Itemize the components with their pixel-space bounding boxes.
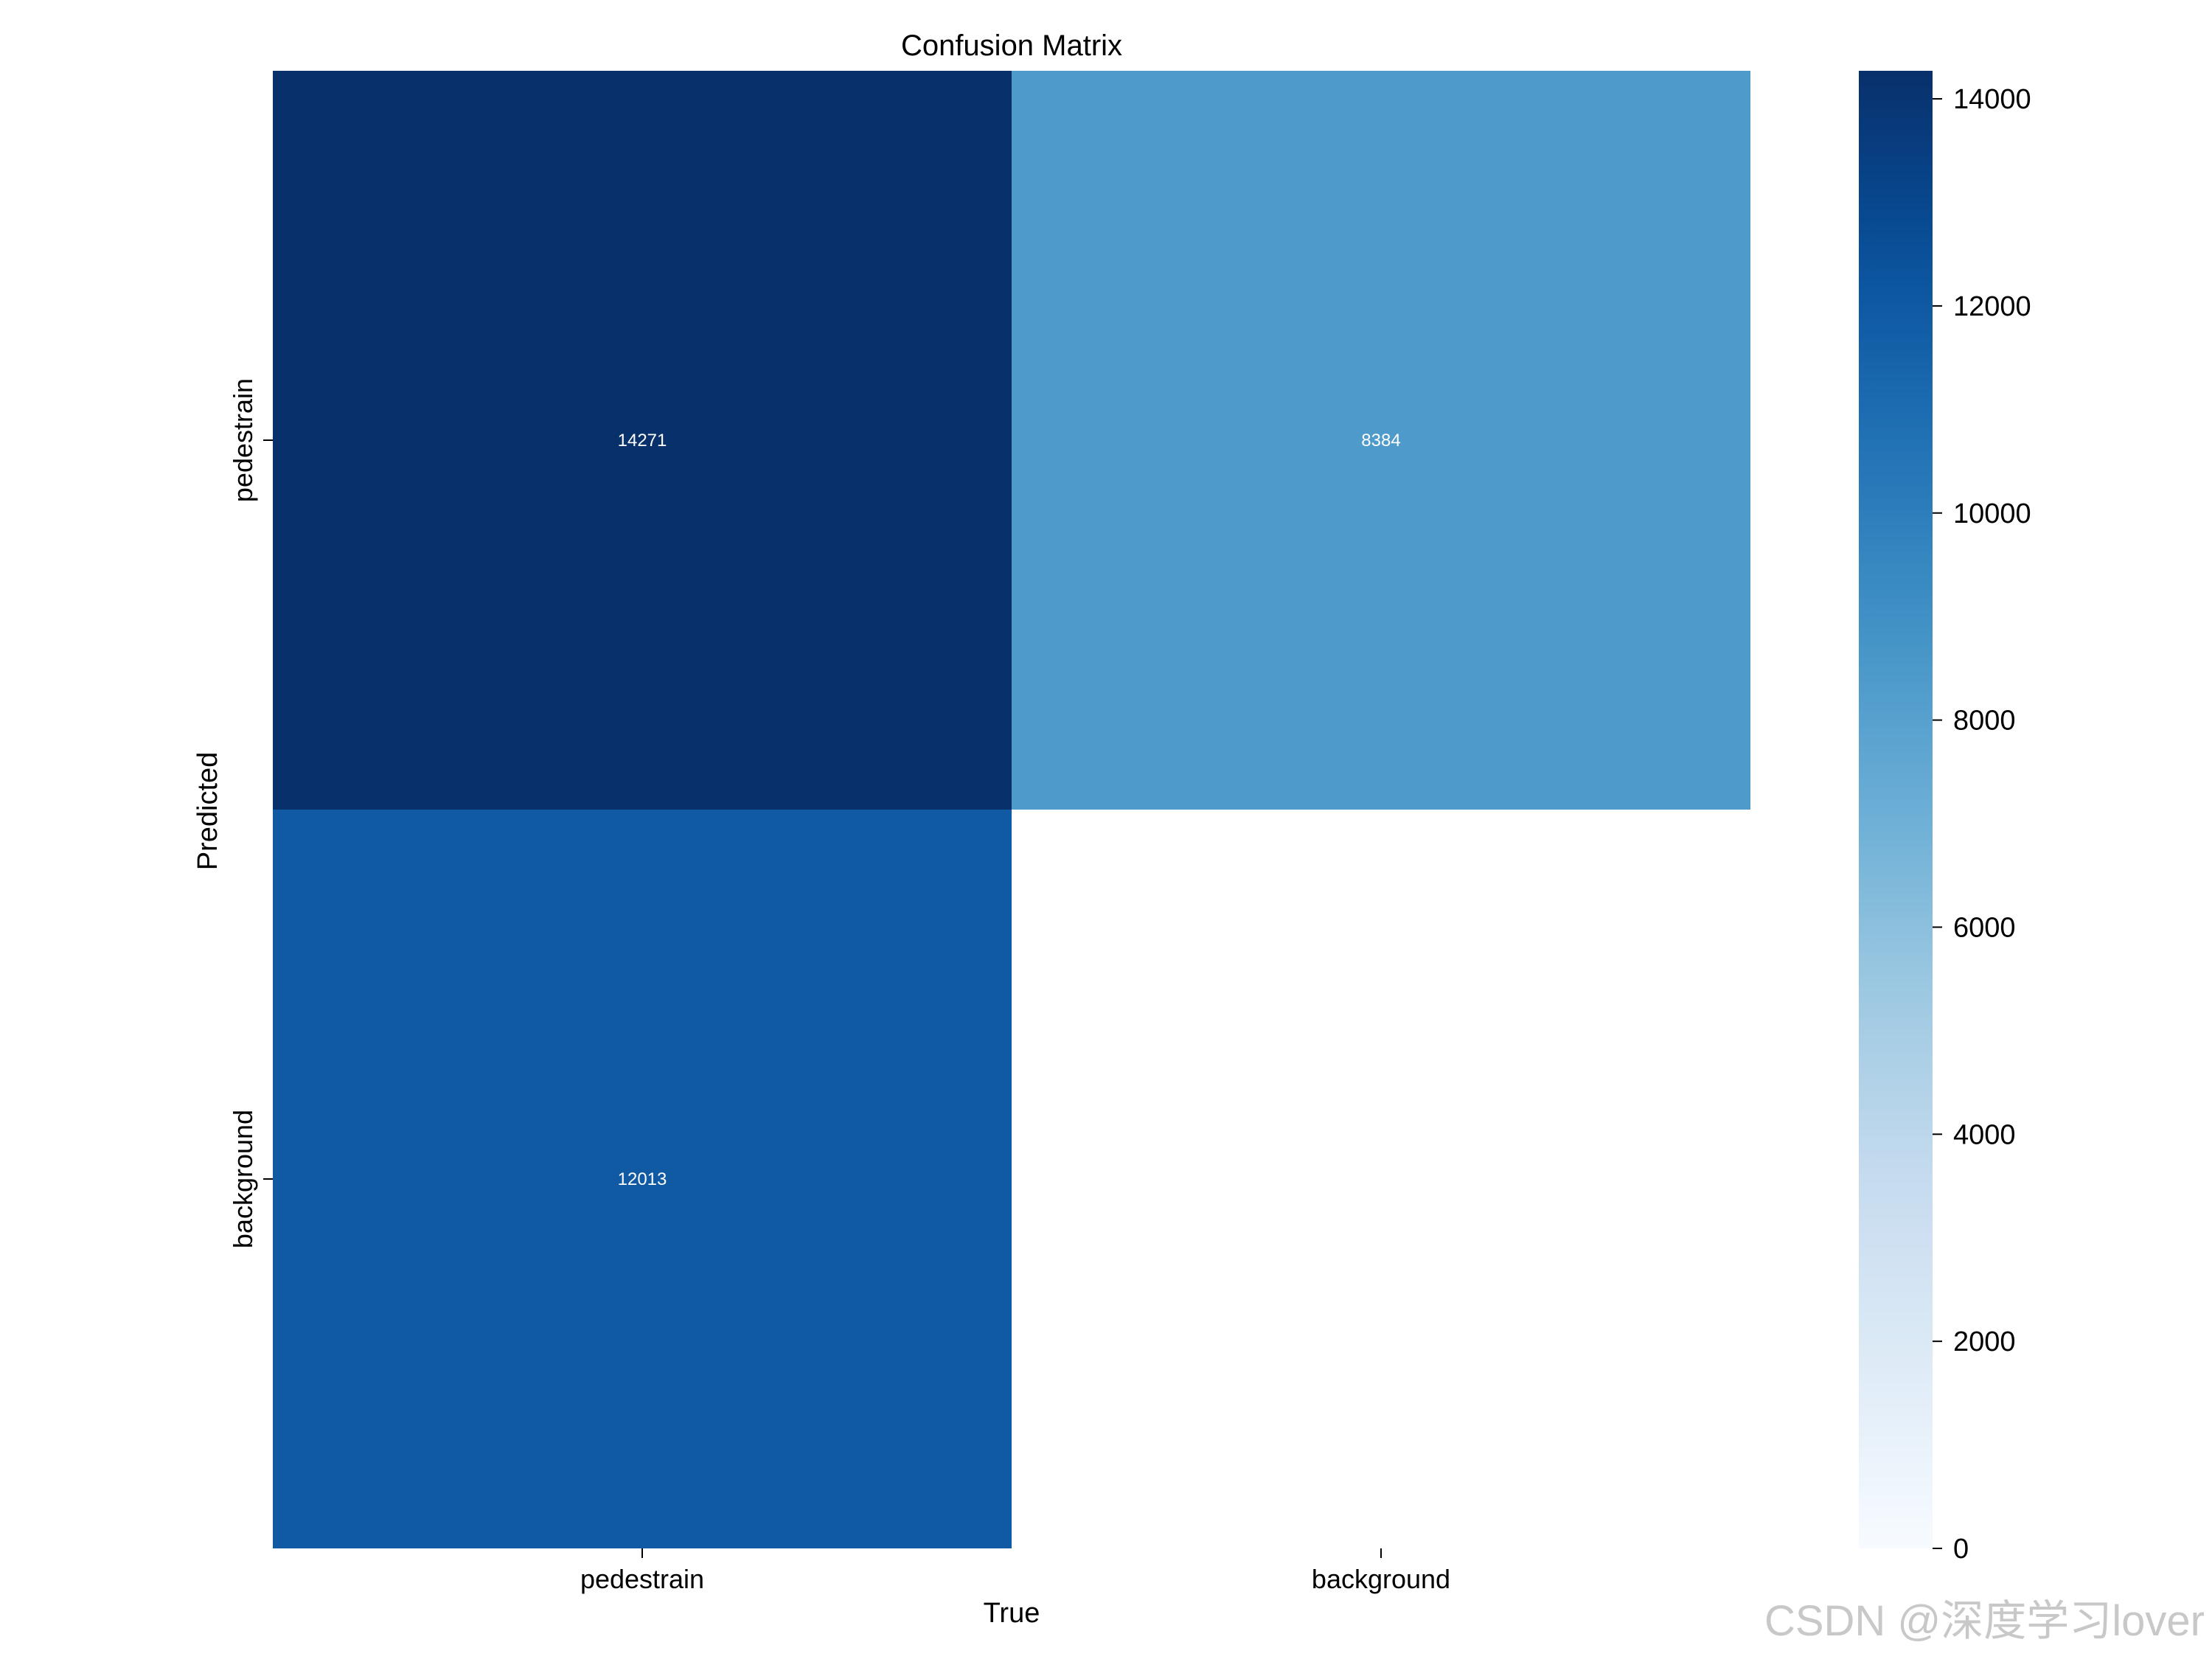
cell-value-label-0-0: 14271 — [618, 431, 667, 451]
heatmap-cell-0-0 — [273, 71, 1012, 810]
x-tick-label-1: background — [1312, 1564, 1450, 1594]
colorbar-tick-label-3: 6000 — [1953, 912, 2016, 943]
watermark-text: CSDN @深度学习lover — [1764, 1597, 2205, 1645]
colorbar-tick-label-1: 2000 — [1953, 1326, 2016, 1357]
cell-value-label-0-1: 8384 — [1361, 431, 1400, 451]
cell-value-label-1-0: 12013 — [618, 1169, 667, 1189]
heatmap-cell-0-1 — [1012, 71, 1750, 810]
colorbar-tick-label-0: 0 — [1953, 1534, 1969, 1565]
heatmap-cell-1-0 — [273, 810, 1012, 1548]
colorbar: 0 2000 4000 6000 8000 10000 12000 14000 — [1859, 71, 2031, 1565]
chart-title: Confusion Matrix — [901, 29, 1122, 62]
x-axis-label: True — [984, 1598, 1040, 1629]
y-axis-label: Predicted — [192, 752, 223, 871]
colorbar-tick-label-5: 10000 — [1953, 498, 2031, 529]
y-tick-label-0: pedestrain — [228, 378, 258, 502]
heatmap-cells: 14271 8384 12013 — [273, 71, 1750, 1548]
colorbar-tick-label-7: 14000 — [1953, 84, 2031, 115]
colorbar-gradient — [1859, 71, 1933, 1548]
colorbar-tick-label-6: 12000 — [1953, 291, 2031, 322]
colorbar-tick-label-2: 4000 — [1953, 1119, 2016, 1150]
y-tick-label-1: background — [228, 1110, 258, 1248]
x-tick-label-0: pedestrain — [580, 1564, 704, 1594]
colorbar-tick-label-4: 8000 — [1953, 706, 2016, 737]
heatmap-axes: pedestrain background pedestrain background — [228, 378, 1450, 1594]
